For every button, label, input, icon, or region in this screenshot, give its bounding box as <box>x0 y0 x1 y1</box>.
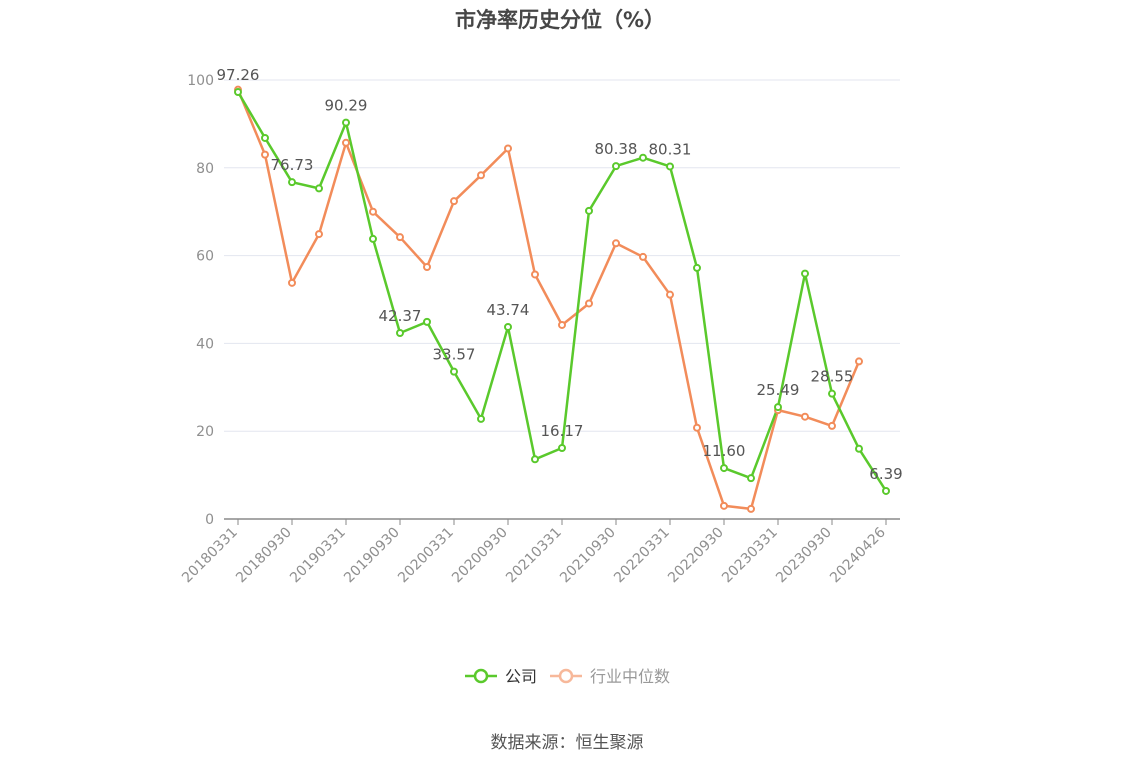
industry-median-data-point <box>504 144 512 153</box>
data-source-note: 数据来源：恒生聚源 <box>490 733 644 753</box>
industry-median-data-point <box>666 290 674 299</box>
legend-label: 行业中位数 <box>590 667 670 686</box>
data-label: 11.60 <box>703 442 746 460</box>
industry-median-data-point <box>423 263 431 272</box>
x-tick-label: 20230930 <box>773 525 835 587</box>
data-label: 43.74 <box>487 301 530 319</box>
x-tick-label: 20230331 <box>719 525 781 587</box>
data-label: 25.49 <box>757 381 800 399</box>
data-label: 33.57 <box>433 346 476 364</box>
y-tick-label: 60 <box>196 249 214 265</box>
y-tick-label: 100 <box>187 73 214 89</box>
company-data-point <box>261 133 269 142</box>
legend-label: 公司 <box>505 667 537 686</box>
data-label: 76.73 <box>271 156 314 174</box>
company-data-point <box>342 118 350 127</box>
x-tick-label: 20180331 <box>179 525 241 587</box>
data-label: 16.17 <box>541 422 584 440</box>
industry-median-data-point <box>585 299 593 308</box>
company-data-point <box>693 263 701 272</box>
line-chart: 0 20 40 60 80 100 201803312018093020190331201… <box>179 66 903 686</box>
company-data-point <box>369 234 377 243</box>
legend-marker-icon <box>473 668 489 684</box>
x-tick-label: 20210331 <box>503 525 565 587</box>
industry-median-data-point <box>261 150 269 159</box>
industry-median-data-point <box>720 501 728 510</box>
x-tick-label: 20220930 <box>665 525 727 587</box>
company-data-point <box>828 389 836 398</box>
y-tick-label: 80 <box>196 161 214 177</box>
x-tick-label: 20210930 <box>557 525 619 587</box>
industry-median-data-point <box>342 138 350 147</box>
company-data-point <box>747 474 755 483</box>
legend-item-industry-median: 行业中位数 <box>550 667 670 686</box>
company-data-point <box>558 444 566 453</box>
industry-median-data-point <box>855 357 863 366</box>
industry-median-data-point <box>612 239 620 248</box>
x-tick-label: 20240426 <box>827 524 889 586</box>
x-tick-label: 20190930 <box>341 525 403 587</box>
industry-median-series-line <box>236 89 861 511</box>
data-label: 6.39 <box>869 465 902 483</box>
industry-median-data-point <box>558 320 566 329</box>
company-data-point <box>477 414 485 423</box>
x-tick-label: 20200930 <box>449 525 511 587</box>
company-data-point <box>855 444 863 453</box>
data-labels: 97.26 76.73 90.29 42.37 33.57 43.74 16.17 80.38… <box>217 66 903 483</box>
company-data-point <box>315 184 323 193</box>
company-data-point <box>666 162 674 171</box>
company-data-point <box>234 88 242 97</box>
company-data-point <box>612 162 620 171</box>
x-tick-label: 20220331 <box>611 525 673 587</box>
industry-median-data-point <box>315 230 323 239</box>
y-tick-label: 40 <box>196 336 214 352</box>
data-label: 42.37 <box>379 307 422 325</box>
company-data-point <box>882 486 890 495</box>
y-tick-label: 20 <box>196 424 214 440</box>
data-label: 90.29 <box>325 97 368 115</box>
y-tick-label: 0 <box>205 512 214 528</box>
industry-median-data-point <box>288 278 296 287</box>
company-data-point <box>639 153 647 162</box>
legend: 公司 行业中位数 <box>465 667 670 686</box>
industry-median-data-point <box>828 421 836 430</box>
x-axis: 2018033120180930201903312019093020200331… <box>179 518 900 587</box>
data-label: 80.31 <box>649 140 692 158</box>
x-tick-label: 20190331 <box>287 525 349 587</box>
industry-median-data-point <box>639 252 647 261</box>
industry-median-data-point <box>531 270 539 279</box>
data-label: 97.26 <box>217 66 260 84</box>
industry-median-data-point <box>450 197 458 206</box>
series-points <box>234 85 890 513</box>
industry-median-data-point <box>747 504 755 513</box>
data-label: 80.38 <box>595 140 638 158</box>
company-data-point <box>450 367 458 376</box>
y-axis: 0 20 40 60 80 100 <box>187 73 214 528</box>
company-data-point <box>423 317 431 326</box>
industry-median-data-point <box>801 412 809 421</box>
company-data-point <box>774 403 782 412</box>
company-data-point <box>288 178 296 187</box>
data-label: 28.55 <box>811 368 854 386</box>
industry-median-data-point <box>369 207 377 216</box>
company-data-point <box>801 269 809 278</box>
chart-title: 市净率历史分位（%） <box>454 8 666 32</box>
legend-item-company: 公司 <box>465 667 537 686</box>
company-data-point <box>720 464 728 473</box>
industry-median-data-point <box>396 233 404 242</box>
x-tick-label: 20180930 <box>233 525 295 587</box>
x-tick-label: 20200331 <box>395 525 457 587</box>
company-data-point <box>531 455 539 464</box>
industry-median-data-point <box>477 171 485 180</box>
company-data-point <box>504 322 512 331</box>
legend-marker-icon <box>558 668 574 684</box>
grid-lines <box>224 79 900 432</box>
company-data-point <box>585 206 593 215</box>
industry-median-data-point <box>693 423 701 432</box>
company-data-point <box>396 328 404 337</box>
